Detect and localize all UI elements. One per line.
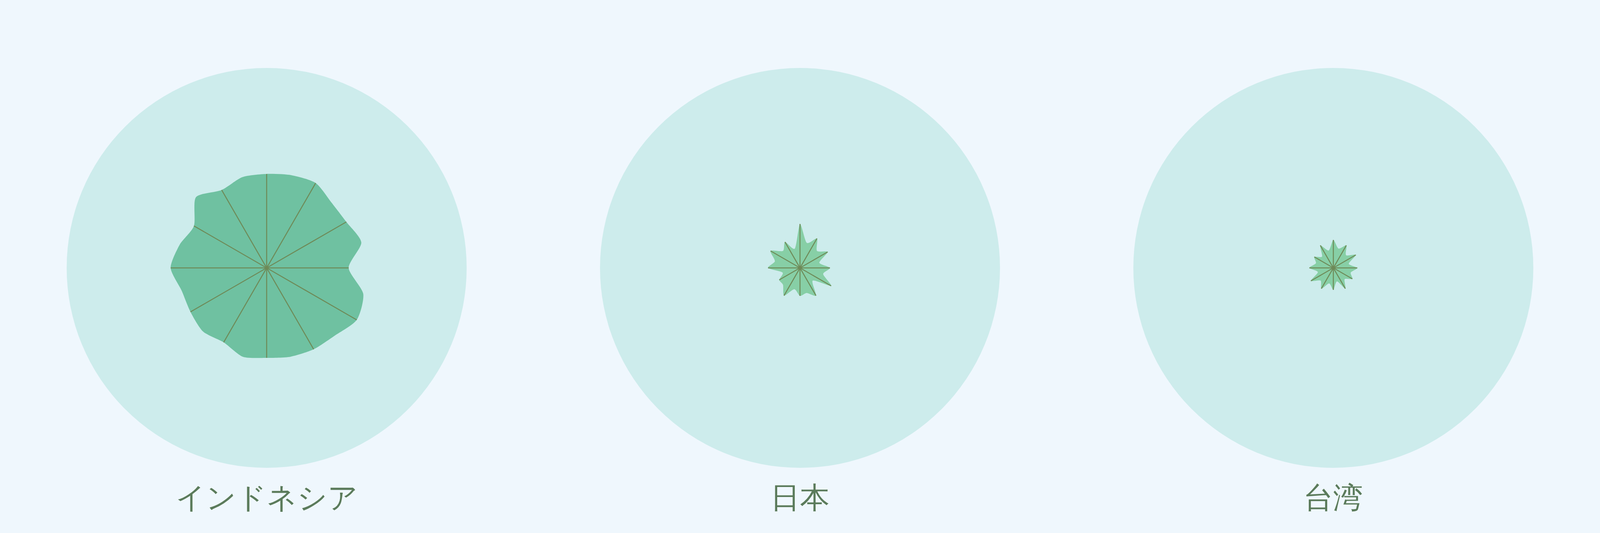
plot-area xyxy=(600,68,1000,468)
spoke xyxy=(266,183,316,268)
plot-area xyxy=(66,68,467,468)
spoke xyxy=(1310,268,1334,282)
spoke xyxy=(779,268,800,280)
spoke xyxy=(1320,245,1334,268)
spoke xyxy=(190,268,267,312)
spoke xyxy=(266,268,268,358)
radar-chart xyxy=(600,68,1000,468)
chart-title: 日本 xyxy=(770,480,830,515)
spoke xyxy=(1333,255,1356,269)
spoke xyxy=(768,267,800,269)
spoke xyxy=(800,268,816,296)
radar-chart xyxy=(1133,68,1534,468)
spoke xyxy=(785,242,801,268)
spoke xyxy=(266,174,268,268)
spoke xyxy=(266,222,347,268)
spoke xyxy=(221,190,267,268)
spoke xyxy=(799,224,801,268)
spoke xyxy=(800,267,830,269)
spoke xyxy=(170,267,267,269)
marks xyxy=(170,174,364,358)
spoke xyxy=(1332,268,1334,290)
radar-chart xyxy=(66,68,467,468)
chart-title: 台湾 xyxy=(1303,480,1363,515)
spoke xyxy=(1333,268,1346,289)
spoke xyxy=(266,267,349,269)
marks xyxy=(768,224,832,296)
spoke xyxy=(223,268,267,343)
spoke xyxy=(266,268,314,350)
spoke xyxy=(1332,240,1334,268)
radar-area xyxy=(768,224,832,296)
spoke xyxy=(1333,267,1358,269)
spoke xyxy=(800,252,828,268)
chart-title: インドネシア xyxy=(175,480,358,515)
spoke xyxy=(1309,267,1334,269)
spoke xyxy=(266,268,357,320)
marks xyxy=(1309,240,1358,290)
radar-area xyxy=(1309,240,1358,290)
canvas: インドネシア 日本 台湾 xyxy=(0,0,1600,533)
spoke xyxy=(194,226,267,268)
spoke xyxy=(799,268,801,296)
radar-area xyxy=(170,174,364,358)
plot-area xyxy=(1133,68,1534,468)
